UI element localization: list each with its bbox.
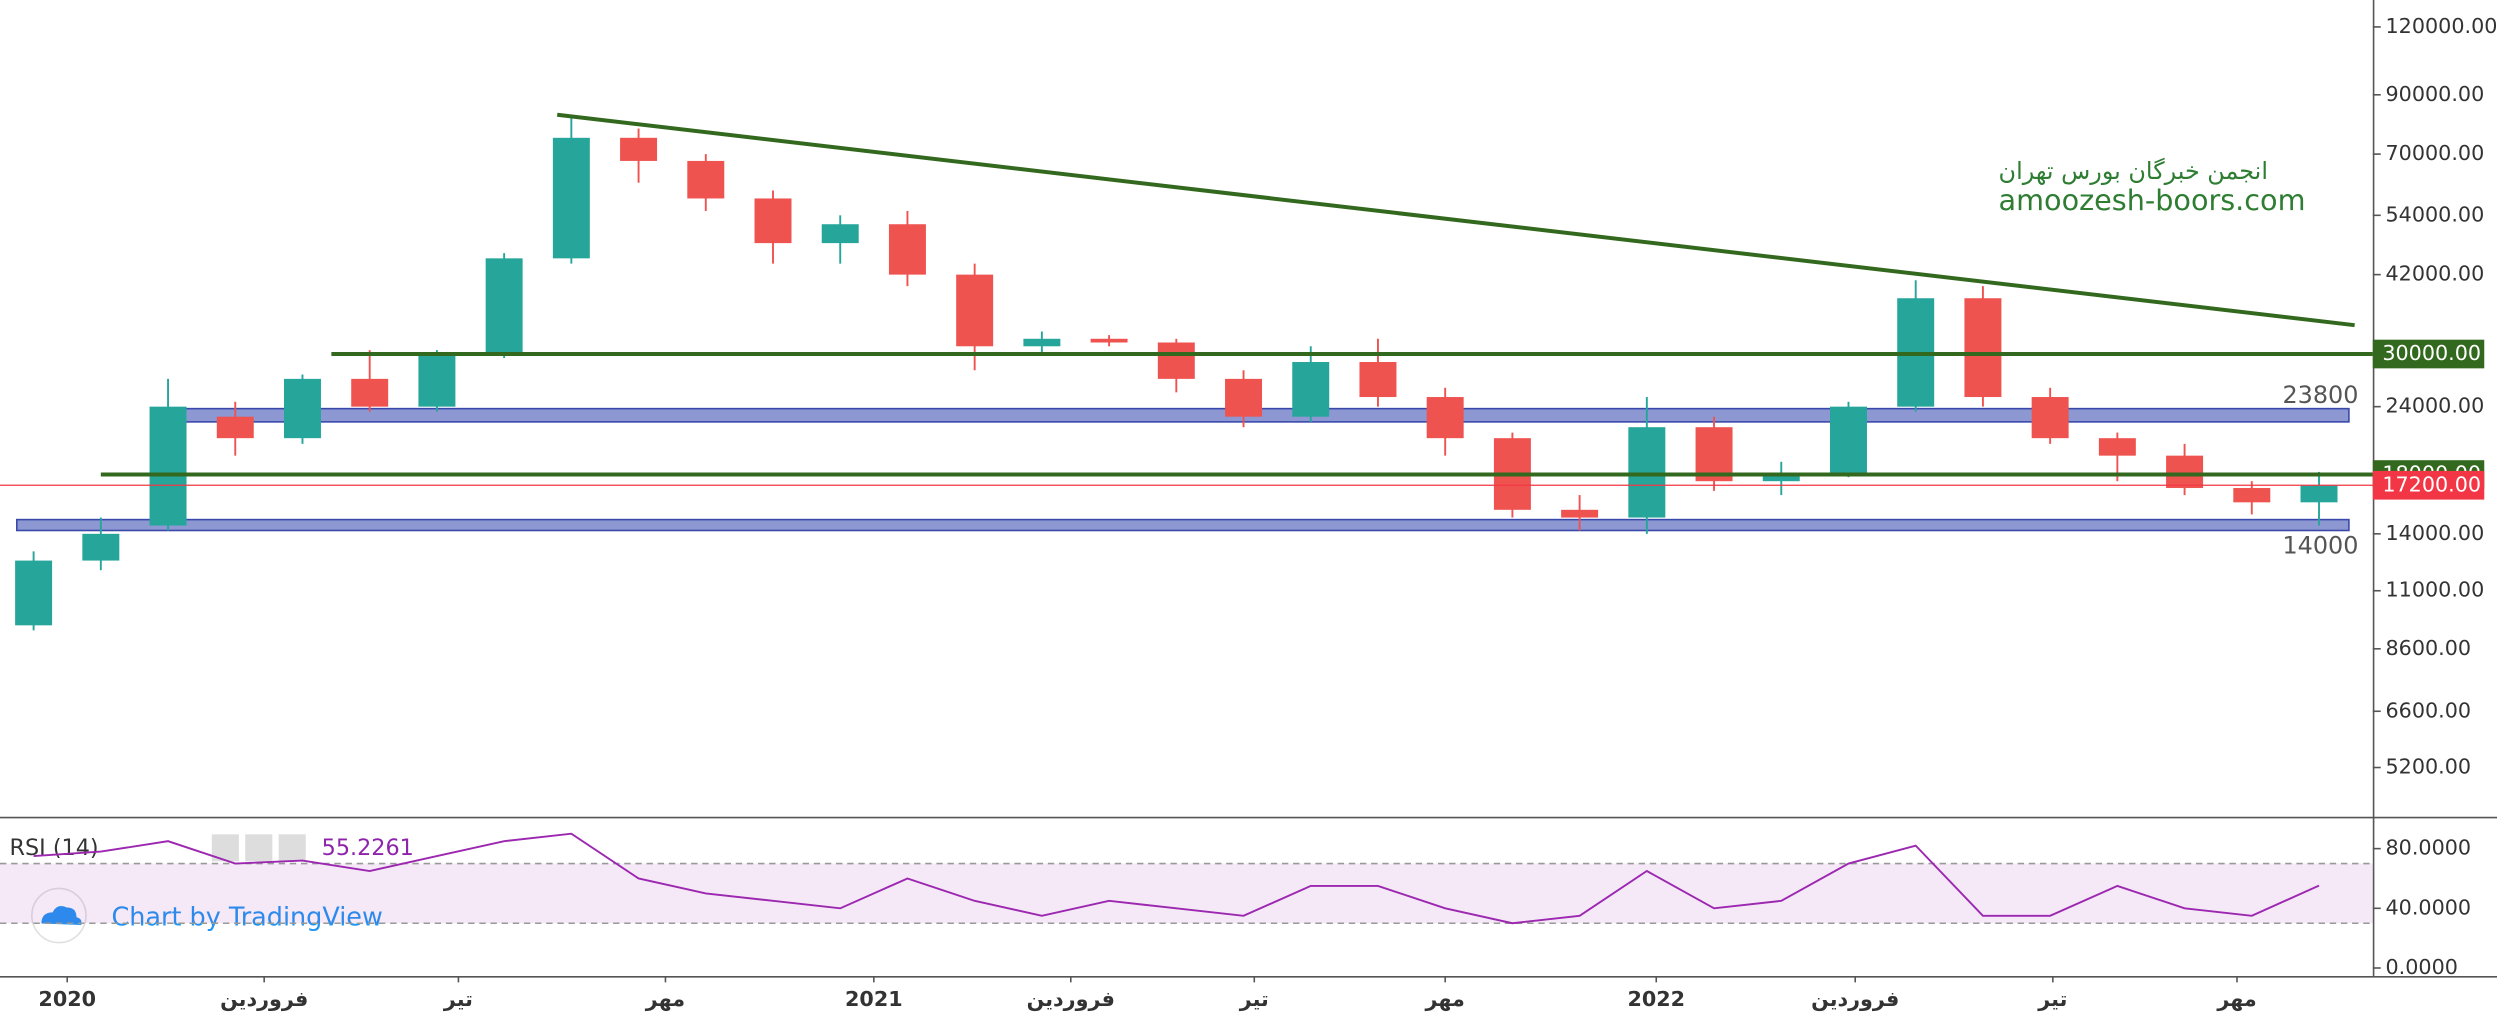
candle-body (485, 258, 523, 355)
x-tick-label: فروردین (1811, 987, 1899, 1011)
x-tick-label: مهر (2216, 987, 2256, 1011)
candle-body (2233, 488, 2271, 503)
candle-body (552, 137, 590, 259)
candle-body (2031, 397, 2069, 439)
tradingview-logo[interactable]: Chart by TradingView (31, 887, 383, 944)
support-zone (16, 518, 2350, 532)
level-badge (2372, 339, 2485, 369)
y-tick-label: 54000.00 (2386, 202, 2485, 226)
candle-body (687, 160, 725, 199)
y-tick-label: 8600.00 (2386, 636, 2472, 660)
branding[interactable]: Chart by TradingView (111, 903, 382, 933)
candle-body (216, 416, 254, 439)
x-tick-label: 2022 (1627, 987, 1685, 1011)
x-tick-label: 2021 (845, 987, 903, 1011)
candle-body (2166, 455, 2204, 489)
x-tick-label: فروردین (220, 987, 308, 1011)
x-tick-label: تیر (1239, 987, 1269, 1011)
rsi-title: RSI (14) (10, 835, 99, 861)
candle-body (2300, 485, 2338, 503)
button-close[interactable] (278, 834, 306, 862)
candle-body (1157, 342, 1195, 379)
y-tick-label: 42000.00 (2386, 262, 2485, 286)
y-tick-label: 90000.00 (2386, 82, 2485, 106)
zone-label: 14000 (2282, 531, 2358, 559)
candle-body (2098, 438, 2136, 456)
y-tick-label: 14000.00 (2386, 521, 2485, 545)
candle-body (1023, 338, 1061, 347)
candle-body (1695, 427, 1733, 482)
y-tick-label: 5200.00 (2386, 755, 2472, 779)
candle-body (1628, 427, 1666, 518)
button-settings[interactable] (245, 834, 273, 862)
rsi-band (0, 863, 2373, 924)
zone-label: 23800 (2282, 381, 2358, 409)
candle-body (283, 378, 321, 439)
indicator-buttons[interactable] (211, 834, 306, 862)
candle-body (82, 533, 120, 561)
y-tick-label: 70000.00 (2386, 141, 2485, 165)
candle-body (620, 137, 658, 161)
candle-body (15, 560, 53, 626)
logo-cloud[interactable] (41, 905, 82, 926)
candle-body (1090, 338, 1128, 343)
x-tick-label: تیر (2037, 987, 2067, 1011)
x-tick-label: 2020 (38, 987, 96, 1011)
x-tick-label: تیر (443, 987, 473, 1011)
candle-body (1561, 509, 1599, 518)
level-badge (2372, 470, 2485, 500)
watermark: انجمن خبرگان بورس تهران (1999, 157, 2268, 185)
candle-body (754, 198, 792, 244)
rsi-line (33, 832, 2320, 925)
candle-body (149, 406, 187, 526)
x-tick-label: مهر (645, 987, 685, 1011)
candle-body (1426, 397, 1464, 439)
x-tick-label: فروردین (1027, 987, 1115, 1011)
x-tick-label: مهر (1425, 987, 1465, 1011)
candle-body (1292, 362, 1330, 417)
candle-body (1762, 474, 1800, 482)
y-tick-label: 6600.00 (2386, 698, 2472, 722)
y-tick-label: 24000.00 (2386, 394, 2485, 418)
trendline (557, 112, 2355, 328)
candle-body (888, 224, 926, 275)
y-tick-label: 0.0000 (2386, 955, 2458, 979)
candle-body (1964, 298, 2002, 398)
y-tick-label: 80.0000 (2386, 836, 2472, 860)
rsi-value: 55.2261 (322, 835, 414, 861)
candle-body (1225, 378, 1263, 417)
candle-body (1830, 406, 1867, 475)
candle-body (821, 224, 859, 244)
candle-body (351, 378, 389, 407)
candle-body (956, 274, 994, 347)
y-tick-label: 120000.00 (2386, 14, 2497, 38)
y-tick-label: 40.0000 (2386, 895, 2472, 919)
level-label: 17200.00 (2382, 472, 2481, 496)
candle-body (418, 354, 456, 407)
candle-body (1359, 362, 1397, 398)
level-label: 30000.00 (2382, 341, 2481, 365)
watermark: amoozesh-boors.com (1999, 183, 2306, 217)
y-tick-label: 11000.00 (2386, 578, 2485, 602)
